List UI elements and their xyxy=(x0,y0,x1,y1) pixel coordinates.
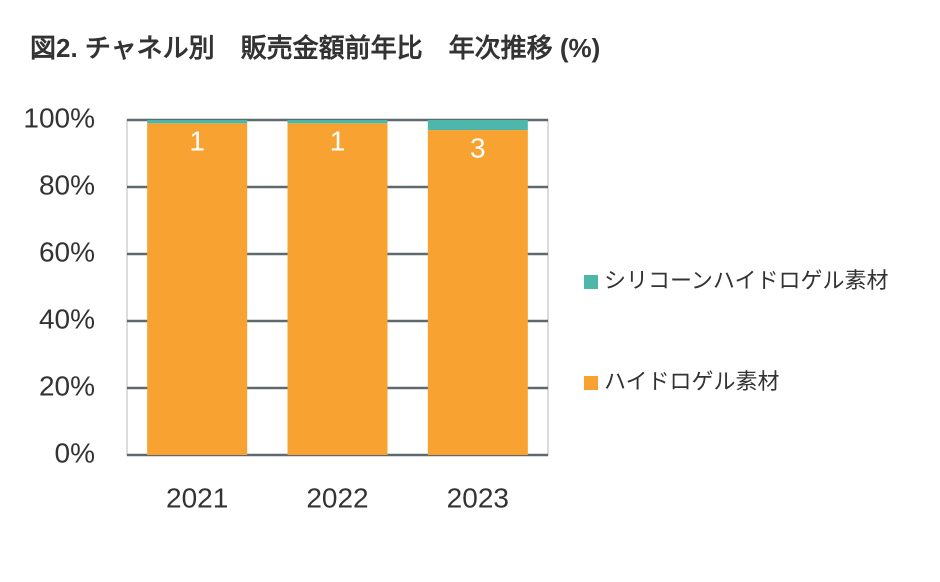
y-tick-label: 80% xyxy=(39,169,95,200)
data-label: 1 xyxy=(330,126,346,157)
legend-swatch xyxy=(584,275,598,289)
bar-segment xyxy=(147,123,248,455)
y-tick-label: 20% xyxy=(39,370,95,401)
bar-segment xyxy=(287,120,388,124)
y-tick-label: 60% xyxy=(39,236,95,267)
bar-segment xyxy=(427,130,528,456)
legend-label: ハイドロゲル素材 xyxy=(604,369,780,394)
bar-segment xyxy=(287,123,388,455)
chart-title: 図2. チャネル別 販売金額前年比 年次推移 (%) xyxy=(30,33,600,63)
data-label: 3 xyxy=(470,132,486,163)
bar-segment xyxy=(147,120,248,124)
y-tick-label: 100% xyxy=(23,102,95,133)
x-tick-label: 2023 xyxy=(447,482,509,513)
bar-segment xyxy=(427,120,528,131)
y-tick-label: 40% xyxy=(39,303,95,334)
x-tick-label: 2021 xyxy=(166,482,228,513)
y-tick-label: 0% xyxy=(55,437,95,468)
data-label: 1 xyxy=(189,126,205,157)
x-tick-label: 2022 xyxy=(306,482,368,513)
legend-label: シリコーンハイドロゲル素材 xyxy=(604,268,888,293)
legend-swatch xyxy=(584,376,598,390)
